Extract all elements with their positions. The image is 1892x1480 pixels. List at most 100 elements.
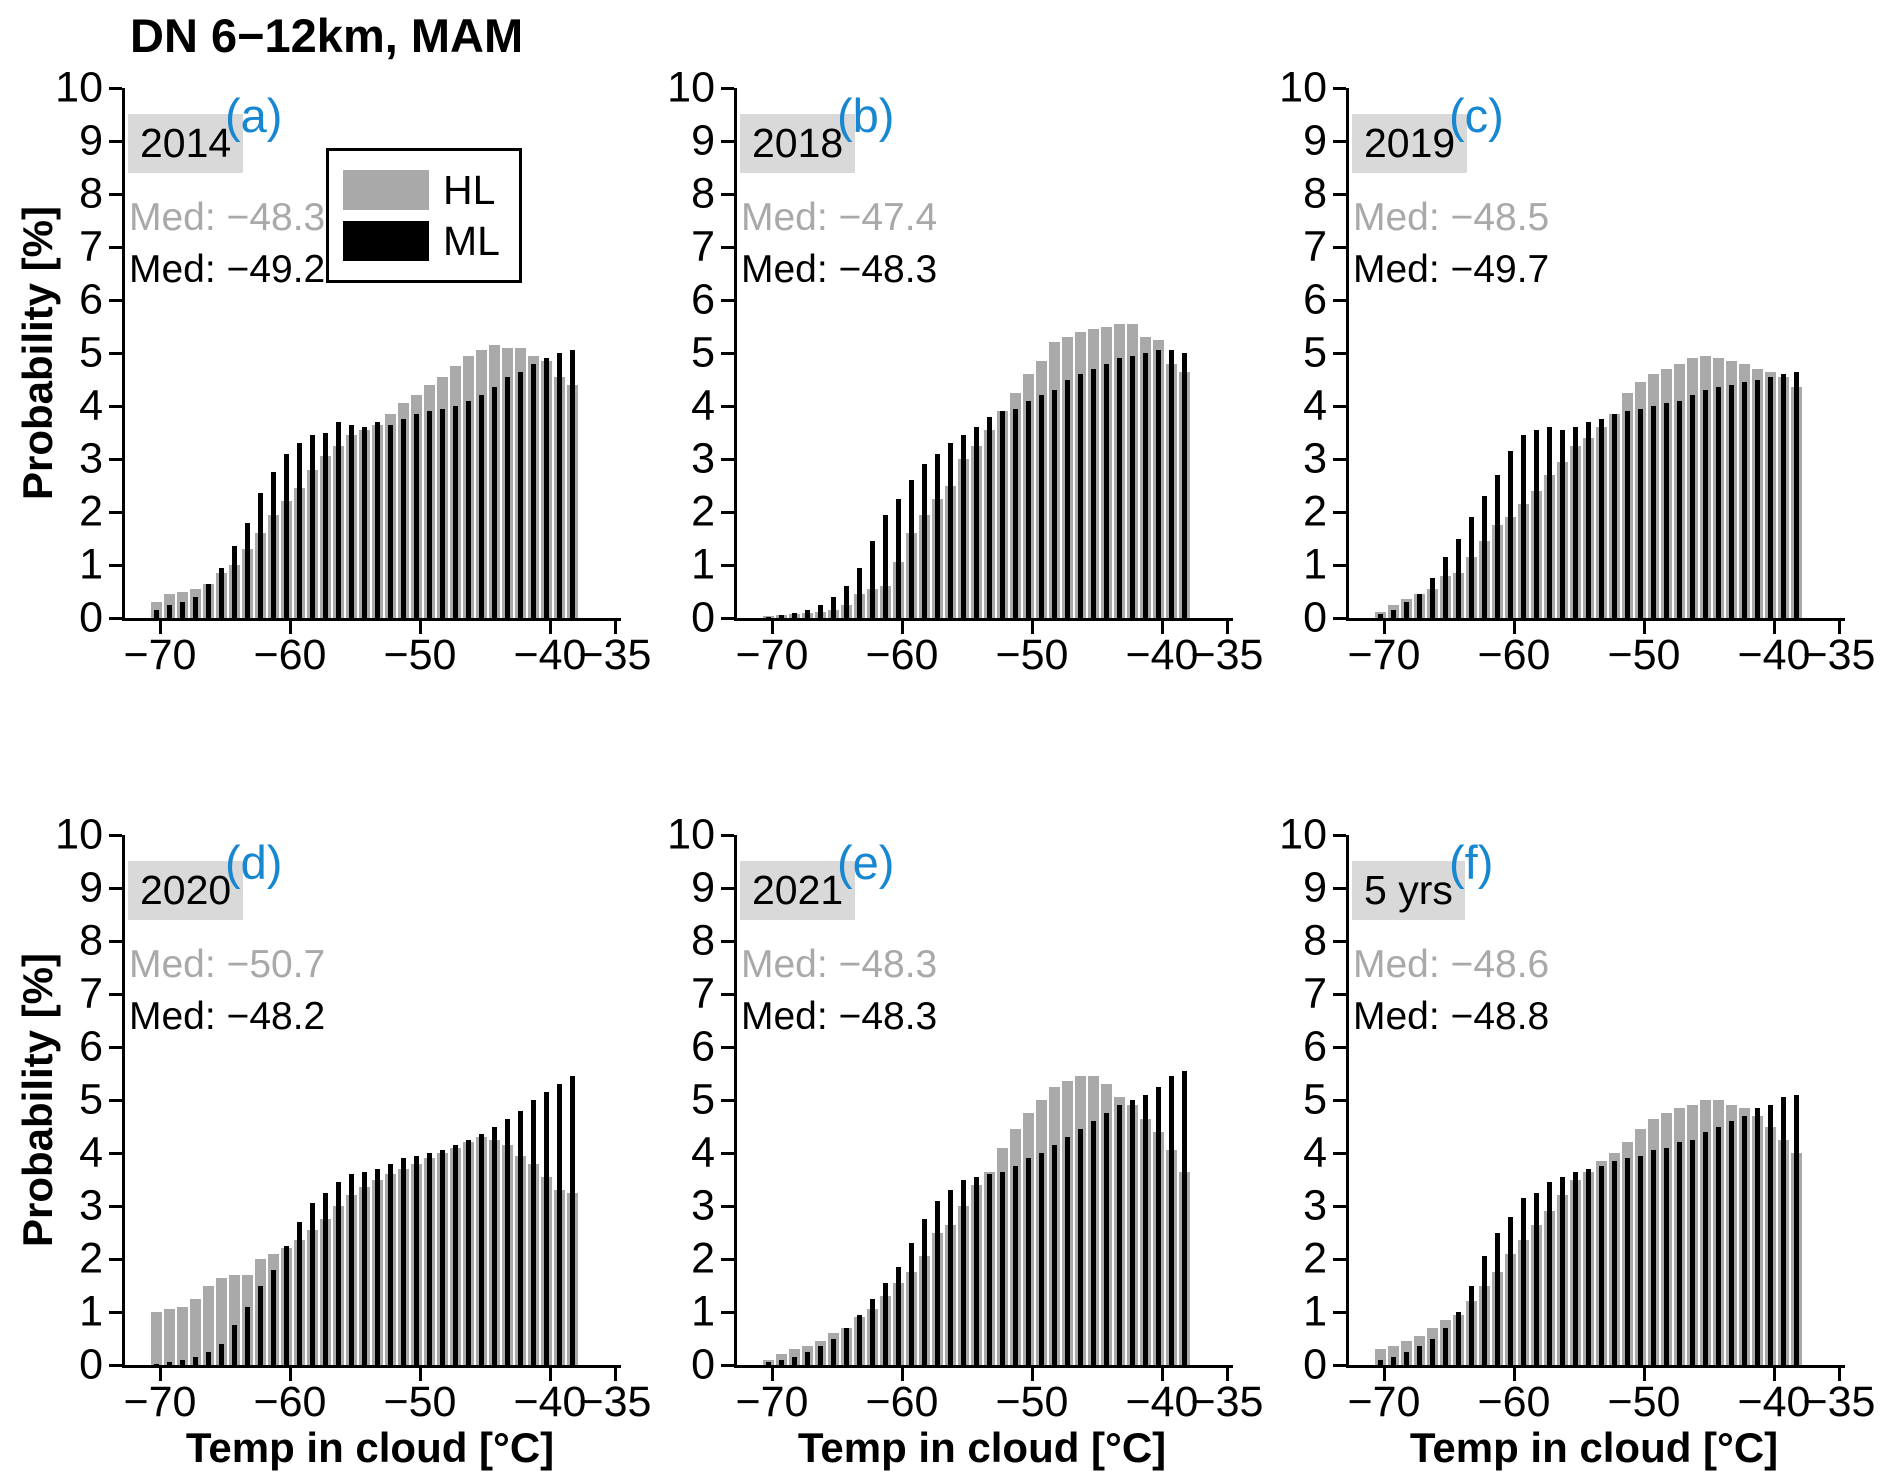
ml-bar <box>1663 403 1669 618</box>
ml-bar <box>1494 1232 1500 1365</box>
ml-bar <box>205 583 211 618</box>
ml-bar <box>1585 421 1591 618</box>
x-tick-mark <box>1512 621 1516 634</box>
ml-bar <box>1051 390 1057 618</box>
legend-label-ml: ML <box>443 217 500 264</box>
ml-bar <box>1611 413 1617 618</box>
ml-bar <box>1637 408 1643 618</box>
x-tick-label: −40 <box>1737 631 1811 679</box>
y-tick-label: 0 <box>1303 1340 1327 1389</box>
plot-area-b: 0 1 2 3 4 5 6 7 8 9 10 −70 −60 −50 −40 −35 <box>667 66 1263 677</box>
ml-bar <box>986 416 992 618</box>
panel-a: 0 1 2 3 4 5 6 7 8 9 10 −70 −60 −50 −40 −35 2014 (a) Med… <box>55 66 651 677</box>
y-tick-mark <box>109 86 122 90</box>
ml-bar <box>335 421 341 618</box>
ml-bar <box>1168 350 1174 618</box>
x-tick-mark <box>613 1368 617 1381</box>
y-tick-mark <box>1333 510 1346 514</box>
ml-bar <box>791 612 797 618</box>
hl-bar <box>189 1298 201 1365</box>
y-tick-mark <box>721 192 734 196</box>
y-tick-label: 10 <box>55 63 103 112</box>
y-tick-label: 6 <box>1303 275 1327 324</box>
ml-bar <box>1416 594 1422 618</box>
y-tick-label: 10 <box>1279 63 1327 112</box>
ml-bar <box>309 1203 315 1365</box>
y-axis-spine <box>122 88 125 621</box>
y-axis-title-text: Probability [%] <box>14 952 61 1248</box>
ml-bar <box>1598 1166 1604 1365</box>
ml-bar <box>856 1314 862 1365</box>
ml-bar <box>1754 379 1760 618</box>
y-tick-label: 8 <box>79 916 103 965</box>
ml-bar <box>1507 1216 1513 1365</box>
ml-bar <box>882 514 888 618</box>
ml-bar <box>556 1084 562 1365</box>
ml-bar <box>517 1110 523 1365</box>
y-tick-mark <box>1333 939 1346 943</box>
ml-bar <box>1572 1171 1578 1365</box>
y-tick-label: 9 <box>691 863 715 912</box>
x-axis-title-text: Temp in cloud [°C] <box>1409 1424 1779 1471</box>
y-axis-spine <box>1346 835 1349 1368</box>
legend-row-hl: HL <box>343 166 519 214</box>
y-axis-spine <box>1346 88 1349 621</box>
median-hl-label: Med: −48.6 <box>1353 943 1550 986</box>
x-axis-spine <box>1346 618 1845 621</box>
ml-bar <box>1533 1192 1539 1365</box>
x-tick-label: −60 <box>865 1378 939 1426</box>
y-tick-label: 7 <box>79 222 103 271</box>
ml-bar <box>283 453 289 618</box>
ml-bar <box>322 432 328 618</box>
y-tick-mark <box>109 1045 122 1049</box>
x-tick-mark <box>1030 1368 1034 1381</box>
y-tick-label: 2 <box>691 1234 715 1283</box>
ml-bar <box>778 1359 784 1365</box>
ml-bar <box>374 421 380 618</box>
y-tick-mark <box>721 616 734 620</box>
panel-letter: (b) <box>837 89 895 142</box>
hl-bar <box>788 1349 800 1365</box>
y-tick-label: 8 <box>1303 169 1327 218</box>
y-tick-label: 7 <box>691 969 715 1018</box>
median-hl-label: Med: −48.3 <box>741 943 938 986</box>
ml-bar <box>1676 1142 1682 1365</box>
panel-f: 0 1 2 3 4 5 6 7 8 9 10 −70 −60 −50 −40 −35 5 yrs (f) Me… <box>1279 813 1875 1424</box>
y-tick-mark <box>721 1310 734 1314</box>
x-axis-spine <box>734 618 1233 621</box>
ml-bar <box>218 567 224 618</box>
y-tick-label: 6 <box>79 1022 103 1071</box>
ml-bar <box>231 1325 237 1365</box>
y-tick-label: 3 <box>1303 434 1327 483</box>
y-tick-mark <box>1333 886 1346 890</box>
ml-bar <box>1676 400 1682 618</box>
ml-bar <box>895 1266 901 1365</box>
ml-bar <box>543 358 549 618</box>
y-tick-mark <box>1333 298 1346 302</box>
x-tick-mark <box>418 621 422 634</box>
ml-bar <box>765 1362 771 1365</box>
ml-bar <box>569 1076 575 1365</box>
legend-label-hl: HL <box>443 166 496 213</box>
x-tick-mark <box>1160 621 1164 634</box>
y-tick-mark <box>1333 351 1346 355</box>
ml-bar <box>491 1126 497 1365</box>
ml-bar <box>882 1282 888 1365</box>
ml-bar <box>153 1363 159 1365</box>
year-badge: 2018 <box>740 114 856 173</box>
x-tick-label: −50 <box>995 1378 1069 1426</box>
y-tick-label: 0 <box>691 1340 715 1389</box>
ml-bar <box>1442 1327 1448 1365</box>
ml-bar <box>166 1362 172 1365</box>
ml-bar <box>1416 1346 1422 1365</box>
ml-bar <box>1780 374 1786 618</box>
panel-letter: (c) <box>1449 89 1504 142</box>
plot-area-f: 0 1 2 3 4 5 6 7 8 9 10 −70 −60 −50 −40 −35 <box>1279 813 1875 1424</box>
y-tick-label: 0 <box>691 593 715 642</box>
ml-bar <box>843 1327 849 1365</box>
y-tick-label: 6 <box>691 275 715 324</box>
ml-bar <box>478 395 484 618</box>
median-ml-label: Med: −48.3 <box>741 248 938 291</box>
ml-bar <box>348 1174 354 1365</box>
ml-bar <box>1585 1168 1591 1365</box>
